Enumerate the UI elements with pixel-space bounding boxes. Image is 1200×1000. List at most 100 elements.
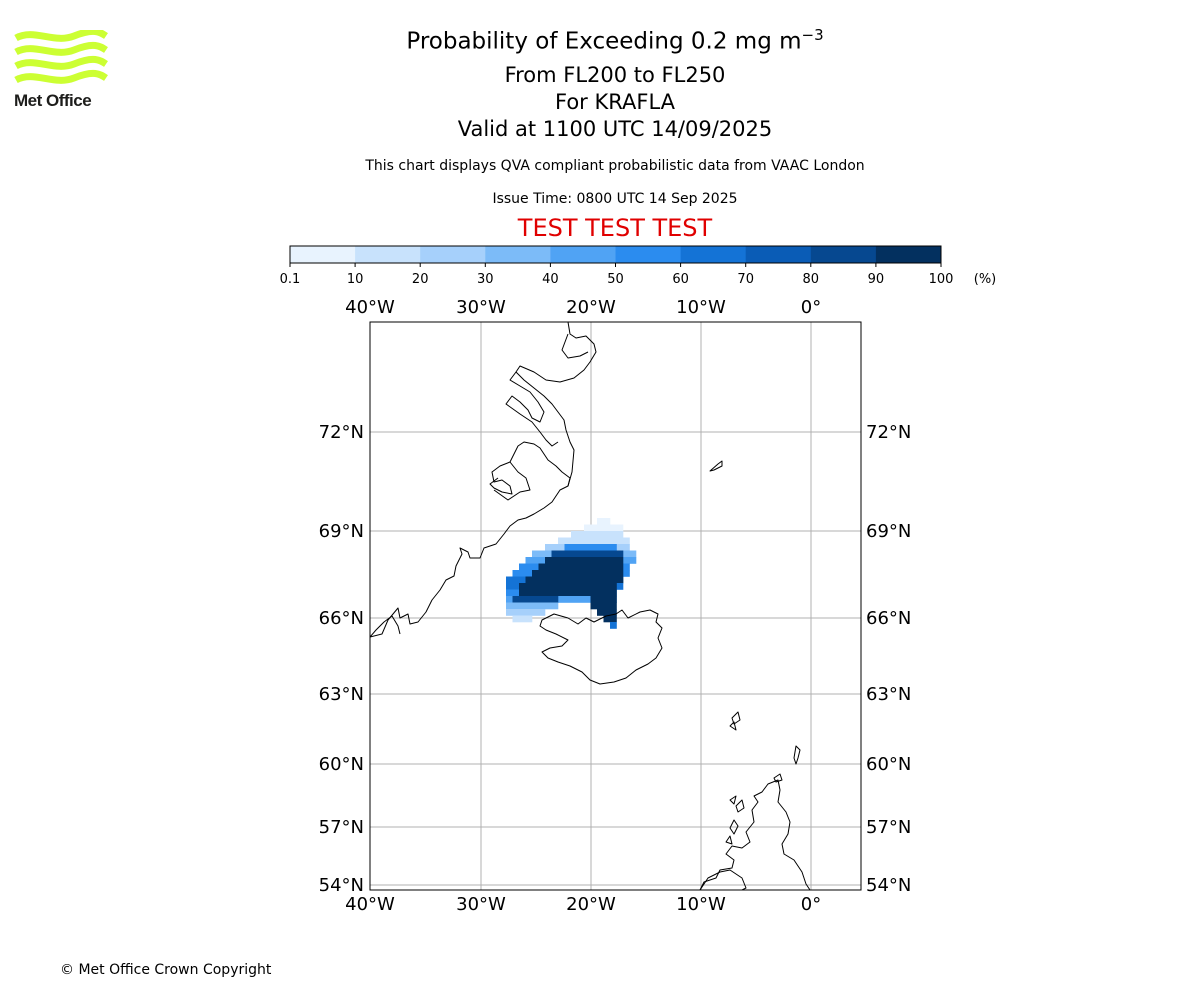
longitude-label-bottom: 20°W — [566, 894, 616, 915]
latitude-label-left: 57°N — [319, 817, 364, 838]
longitude-label-top: 40°W — [345, 297, 395, 318]
ireland-coast — [699, 869, 747, 891]
colorbar-swatches — [290, 246, 942, 263]
latitude-label-right: 69°N — [866, 521, 911, 542]
plume-cell — [525, 576, 624, 584]
colorbar-swatch — [875, 246, 942, 263]
longitude-label-bottom: 0° — [801, 894, 821, 915]
colorbar-tick-label: 80 — [803, 272, 820, 287]
issue-time: Issue Time: 0800 UTC 14 Sep 2025 — [492, 191, 738, 207]
colorbar: 0.1 10 20 30 40 50 60 70 80 90 100 (%) — [280, 245, 997, 287]
shetland — [793, 745, 801, 765]
greenland-fjord-2 — [493, 333, 589, 501]
chart-title: Probability of Exceeding 0.2 mg m−3 — [0, 26, 1200, 55]
latitude-label-right: 57°N — [866, 817, 911, 838]
met-office-waves-icon — [14, 27, 108, 84]
colorbar-tick-label: 0.1 — [280, 272, 301, 287]
latitude-label-right: 54°N — [866, 875, 911, 896]
plume-cell — [532, 570, 624, 577]
latitude-label-right: 63°N — [866, 684, 911, 705]
plume-cell — [538, 563, 624, 571]
met-office-logo: Met Office — [14, 27, 108, 112]
latitude-label-right: 66°N — [866, 608, 911, 629]
colorbar-swatch — [550, 246, 616, 263]
colorbar-swatch — [290, 246, 356, 263]
colorbar-swatch — [615, 246, 682, 263]
chart-description: This chart displays QVA compliant probab… — [365, 158, 865, 174]
scotland-coast — [699, 779, 811, 891]
plume-cell — [584, 524, 624, 532]
plume-cell — [571, 531, 624, 538]
longitude-label-bottom: 40°W — [345, 894, 395, 915]
colorbar-tick-label: 100 — [929, 272, 954, 287]
longitude-label-top: 10°W — [676, 297, 726, 318]
valid-time: Valid at 1100 UTC 14/09/2025 — [457, 117, 773, 141]
faroe-islands — [729, 711, 741, 731]
latitude-label-left: 72°N — [319, 422, 364, 443]
plume-cell — [597, 609, 617, 616]
plume-cell — [519, 589, 617, 597]
volcano-name: For KRAFLA — [555, 90, 675, 114]
colorbar-tick-label: 90 — [868, 272, 885, 287]
coastlines — [369, 321, 811, 891]
longitude-label-bottom: 10°W — [676, 894, 726, 915]
colorbar-tick-label: 20 — [412, 272, 429, 287]
plume-cell — [590, 602, 617, 610]
colorbar-swatch — [680, 246, 747, 263]
iceland-coast — [539, 609, 663, 685]
title-text: Probability of Exceeding 0.2 mg m — [406, 28, 802, 55]
plume-cell — [506, 596, 617, 603]
greenland-fjord-1 — [505, 371, 559, 447]
plume-cell — [512, 615, 533, 623]
greenland-coast-east — [515, 321, 597, 487]
plume-cell — [564, 544, 617, 551]
colorbar-swatch — [810, 246, 877, 263]
longitude-label-top: 20°W — [566, 297, 616, 318]
map-frame — [369, 321, 862, 891]
plume-cell — [590, 596, 617, 603]
logo-wordmark: Met Office — [14, 91, 92, 110]
jan-mayen — [709, 460, 723, 472]
latitude-label-left: 63°N — [319, 684, 364, 705]
plume-cell — [551, 550, 624, 558]
plume-cell — [506, 602, 559, 610]
colorbar-swatch — [745, 246, 812, 263]
axis-labels: 40°W 40°W 30°W 30°W 20°W 20°W 10°W 10°W 0° 0° 72°N… — [319, 297, 912, 915]
plume-cell — [603, 615, 617, 623]
level-range: From FL200 to FL250 — [504, 63, 726, 87]
colorbar-unit: (%) — [974, 272, 997, 287]
colorbar-tick-label: 40 — [542, 272, 559, 287]
title-exponent: −3 — [801, 26, 824, 44]
plume-cell — [519, 583, 617, 590]
hebrides — [725, 795, 745, 845]
longitude-label-top: 0° — [801, 297, 821, 318]
map-panel: 40°W 40°W 30°W 30°W 20°W 20°W 10°W 10°W 0° 0° 72°N… — [319, 297, 912, 915]
latitude-label-left: 69°N — [319, 521, 364, 542]
colorbar-tick-label: 70 — [737, 272, 754, 287]
colorbar-tick-label: 60 — [672, 272, 689, 287]
colorbar-ticks: 0.1 10 20 30 40 50 60 70 80 90 100 — [280, 263, 954, 287]
gridlines — [370, 322, 861, 890]
test-banner: TEST TEST TEST — [517, 214, 713, 242]
plume-cell — [610, 622, 617, 629]
longitude-label-top: 30°W — [456, 297, 506, 318]
colorbar-swatch — [355, 246, 421, 263]
latitude-label-left: 60°N — [319, 754, 364, 775]
plume-cell — [545, 557, 624, 564]
orkney — [773, 773, 783, 783]
colorbar-swatch — [420, 246, 486, 263]
greenland-coast — [369, 441, 571, 638]
longitude-label-bottom: 30°W — [456, 894, 506, 915]
colorbar-tick-label: 50 — [607, 272, 624, 287]
plume-cell — [597, 518, 611, 525]
latitude-label-right: 60°N — [866, 754, 911, 775]
colorbar-tick-label: 30 — [477, 272, 494, 287]
colorbar-tick-label: 10 — [347, 272, 364, 287]
ash-probability-plume — [506, 518, 637, 629]
copyright-notice: © Met Office Crown Copyright — [60, 962, 272, 978]
plume-cell — [506, 609, 546, 616]
latitude-label-left: 66°N — [319, 608, 364, 629]
colorbar-swatch — [485, 246, 551, 263]
latitude-label-left: 54°N — [319, 875, 364, 896]
plume-cell — [512, 596, 559, 603]
